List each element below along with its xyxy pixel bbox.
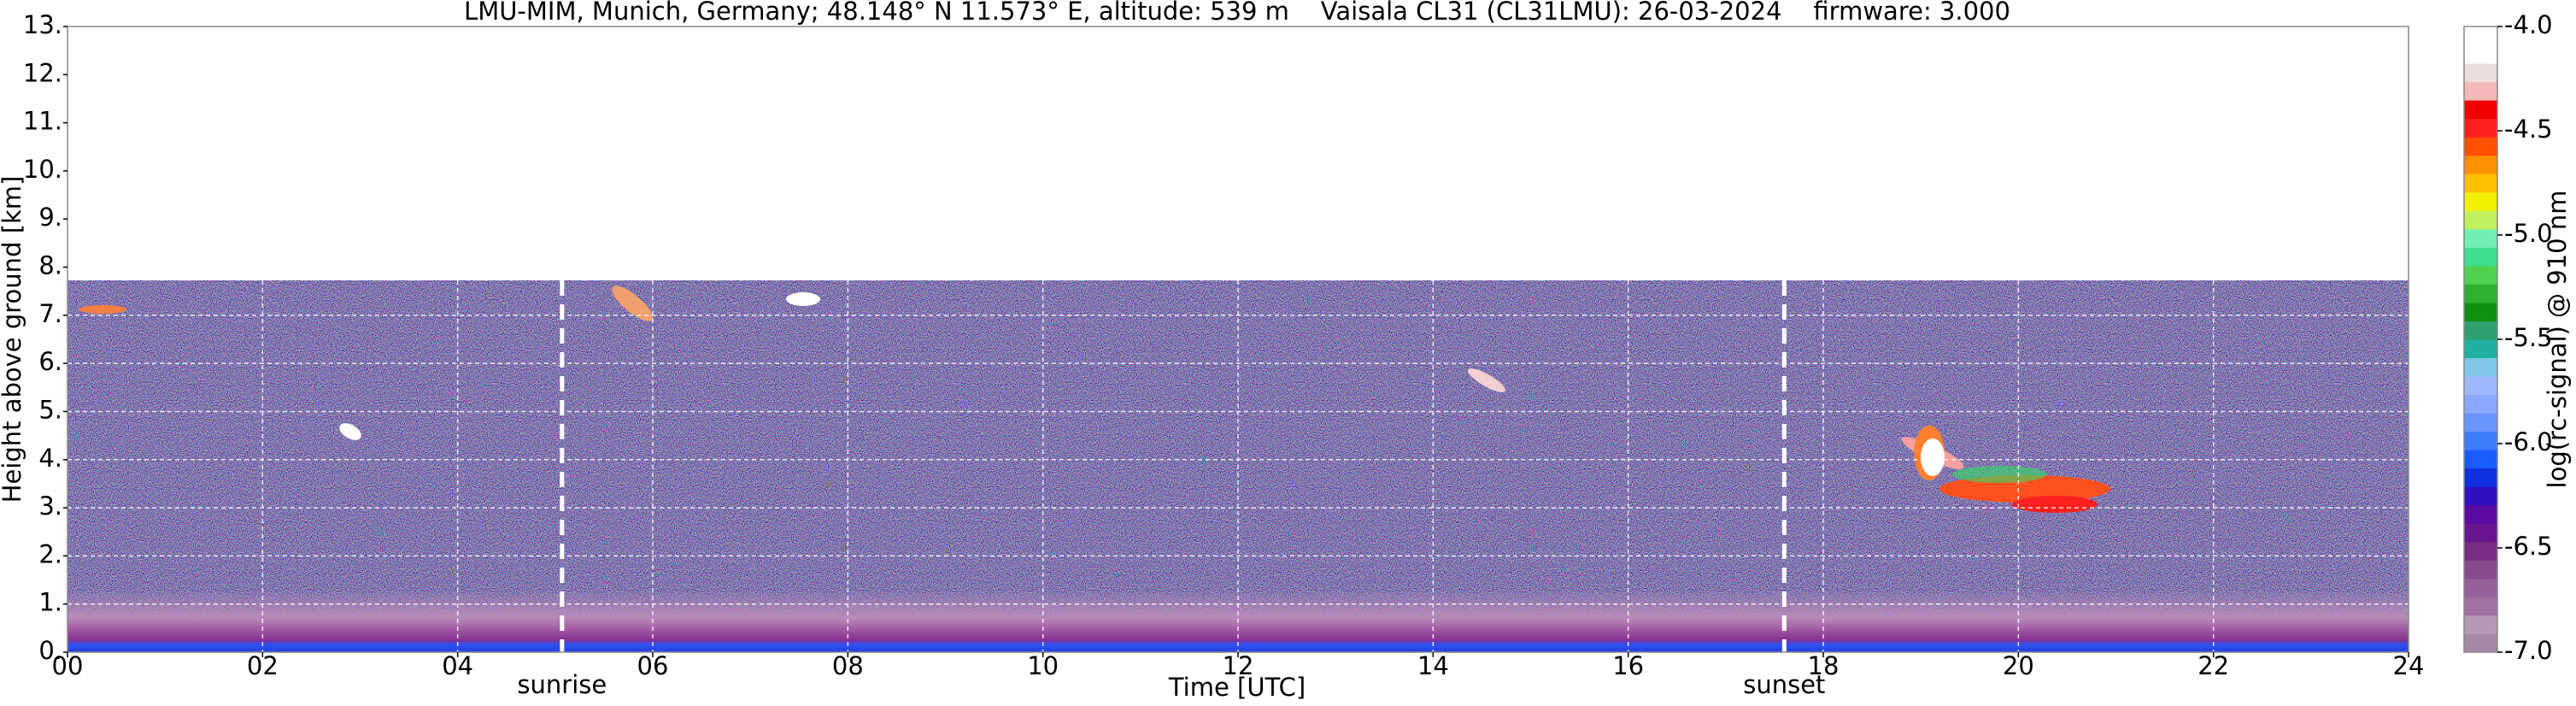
cloud-feature bbox=[79, 305, 126, 314]
colorbar-swatch bbox=[2464, 468, 2497, 487]
colorbar-swatch bbox=[2464, 284, 2497, 303]
y-tick-label: 1. bbox=[38, 588, 62, 617]
cloud-feature bbox=[612, 285, 653, 321]
cloud-feature bbox=[786, 292, 820, 306]
colorbar-swatch bbox=[2464, 63, 2497, 83]
cloud-feature bbox=[339, 423, 361, 440]
colorbar-swatch bbox=[2464, 302, 2497, 321]
x-axis-label: Time [UTC] bbox=[1168, 673, 1306, 702]
colorbar-swatch bbox=[2464, 339, 2497, 359]
colorbar-swatch bbox=[2464, 376, 2497, 396]
colorbar-tick-label: -5.5 bbox=[2504, 323, 2553, 352]
y-tick-label: 5. bbox=[38, 395, 62, 424]
colorbar-swatch bbox=[2464, 615, 2497, 634]
cloud-feature bbox=[2012, 496, 2098, 513]
y-tick-label: 12. bbox=[23, 58, 62, 87]
y-tick-label: 13. bbox=[23, 10, 62, 39]
colorbar-swatch bbox=[2464, 247, 2497, 267]
y-tick-label: 10. bbox=[23, 155, 62, 184]
colorbar-swatch bbox=[2464, 394, 2497, 414]
y-axis-label: Height above ground [km] bbox=[0, 176, 26, 503]
y-tick-label: 11. bbox=[23, 107, 62, 136]
colorbar-swatch bbox=[2464, 504, 2497, 524]
colorbar-swatch bbox=[2464, 450, 2497, 469]
cloud-feature bbox=[1952, 466, 2046, 483]
colorbar-swatch bbox=[2464, 523, 2497, 543]
colorbar-swatch bbox=[2464, 191, 2497, 211]
colorbar-swatch bbox=[2464, 137, 2497, 156]
colorbar-swatch bbox=[2464, 633, 2497, 653]
colorbar-swatch bbox=[2464, 100, 2497, 120]
colorbar-swatch bbox=[2464, 210, 2497, 230]
y-tick-label: 9. bbox=[38, 203, 62, 232]
y-tick-label: 8. bbox=[38, 251, 62, 280]
colorbar-swatch bbox=[2464, 486, 2497, 506]
cloud-feature bbox=[1468, 368, 1505, 392]
colorbar-tick-label: -4.0 bbox=[2504, 10, 2553, 39]
colorbar-swatch bbox=[2464, 265, 2497, 285]
colorbar-swatch bbox=[2464, 228, 2497, 248]
colorbar-swatch bbox=[2464, 321, 2497, 340]
colorbar-tick-label: -7.0 bbox=[2504, 636, 2553, 665]
colorbar-tick-label: -4.5 bbox=[2504, 115, 2553, 144]
colorbar-tick-label: -5.0 bbox=[2504, 219, 2553, 248]
colorbar-swatch bbox=[2464, 155, 2497, 174]
cloud-feature bbox=[1921, 438, 1945, 476]
colorbar-swatch bbox=[2464, 597, 2497, 616]
colorbar-swatch bbox=[2464, 578, 2497, 597]
y-tick-label: 2. bbox=[38, 539, 62, 568]
colorbar-label: log(rc-signal) @ 910 nm bbox=[2543, 191, 2572, 489]
colorbar-tick-label: -6.0 bbox=[2504, 427, 2553, 456]
annotation-label: sunset bbox=[1743, 670, 1825, 699]
colorbar-swatch bbox=[2464, 81, 2497, 101]
y-tick-label: 7. bbox=[38, 299, 62, 328]
annotation-label: sunrise bbox=[517, 670, 607, 699]
colorbar-tick-label: -6.5 bbox=[2504, 532, 2553, 561]
y-tick-label: 4. bbox=[38, 444, 62, 473]
colorbar-swatch bbox=[2464, 118, 2497, 138]
chart-title: LMU-MIM, Munich, Germany; 48.148° N 11.5… bbox=[464, 0, 2010, 26]
y-tick-label: 6. bbox=[38, 347, 62, 376]
y-tick-label: 0. bbox=[38, 636, 62, 665]
colorbar-swatch bbox=[2464, 541, 2497, 561]
plot-area bbox=[67, 280, 2409, 652]
colorbar-swatch bbox=[2464, 44, 2497, 64]
colorbar-swatch bbox=[2464, 560, 2497, 580]
y-tick-label: 3. bbox=[38, 491, 62, 521]
colorbar-swatch bbox=[2464, 431, 2497, 450]
colorbar-swatch bbox=[2464, 413, 2497, 432]
colorbar-swatch bbox=[2464, 26, 2497, 46]
colorbar-swatch bbox=[2464, 357, 2497, 377]
colorbar-swatch bbox=[2464, 174, 2497, 193]
